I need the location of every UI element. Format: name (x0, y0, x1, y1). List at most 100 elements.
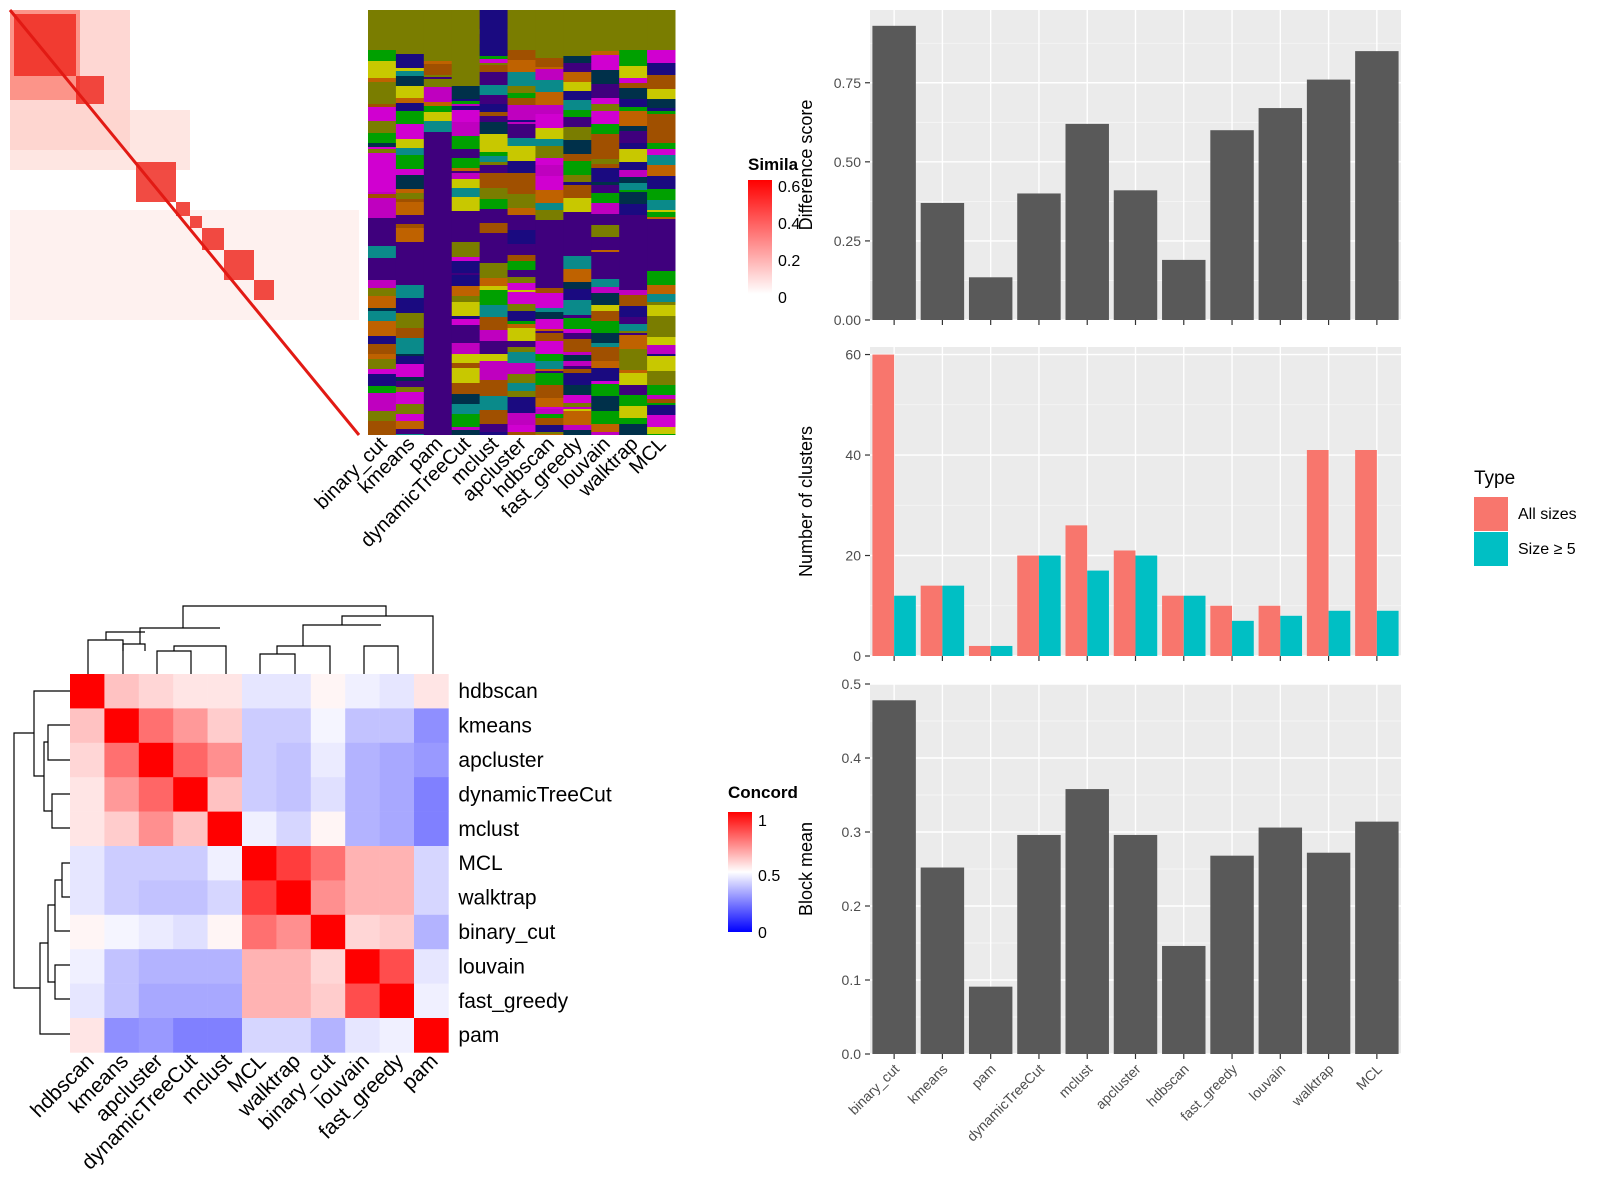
x-tick-label: walktrap (1288, 1061, 1337, 1110)
concordance-cell (276, 949, 312, 984)
concordance-row-label: mclust (458, 818, 519, 841)
y-tick-label: 0.2 (842, 898, 862, 914)
membership-cell (647, 155, 676, 165)
membership-cell (395, 224, 425, 228)
concordance-cell (276, 880, 312, 916)
membership-cell (368, 107, 397, 121)
membership-cell (451, 61, 481, 71)
membership-cell (591, 396, 620, 411)
concordance-cell (379, 674, 415, 709)
similarity-block (176, 202, 190, 216)
membership-cell (563, 366, 592, 369)
membership-cell (647, 254, 676, 268)
membership-cell (647, 399, 676, 403)
concordance-cell (104, 742, 140, 778)
membership-cell (591, 279, 620, 287)
y-tick-label: 40 (845, 447, 861, 463)
membership-cell (591, 164, 620, 168)
membership-cell (563, 407, 592, 409)
membership-cell (535, 220, 564, 232)
membership-cell (395, 338, 425, 342)
membership-cell (451, 101, 481, 104)
membership-cell (535, 24, 564, 39)
x-tick-label: pam (968, 1061, 999, 1092)
y-tick-label: 0.4 (842, 750, 862, 766)
concordance-cell (345, 777, 380, 812)
membership-cell (507, 255, 536, 261)
membership-cell (647, 316, 676, 331)
membership-cell (591, 42, 620, 51)
membership-cell (507, 86, 536, 93)
membership-cell (395, 290, 425, 298)
membership-cell (591, 221, 620, 225)
bar-panel: 0 20 40 60 Number of clusters (796, 347, 1401, 664)
membership-cell (619, 241, 648, 248)
membership-cell (619, 230, 648, 241)
membership-cell (368, 192, 397, 194)
concordance-row-label: fast_greedy (458, 990, 568, 1013)
membership-cell (507, 324, 536, 328)
membership-cell (591, 243, 620, 250)
concordance-cell (173, 846, 208, 881)
membership-cell (395, 328, 425, 338)
concordance-cell (138, 914, 174, 950)
membership-cell (423, 400, 453, 408)
membership-cell (619, 331, 648, 333)
membership-cell (591, 384, 620, 396)
concordance-cell (345, 742, 380, 778)
concordance-cell (70, 846, 105, 881)
membership-cell (507, 194, 536, 206)
membership-cell (479, 148, 509, 152)
y-tick-label: 0.0 (842, 1046, 862, 1062)
membership-cell (423, 67, 453, 75)
membership-cell (479, 361, 509, 376)
membership-cell (591, 104, 620, 111)
x-tick-label: louvain (1246, 1061, 1289, 1104)
concordance-cell (345, 914, 380, 950)
membership-cell (423, 189, 453, 201)
y-tick-label: 0.75 (834, 75, 861, 91)
concordance-cell (310, 1018, 346, 1053)
y-tick-label: 0 (853, 648, 861, 664)
concordance-cell (138, 983, 174, 1019)
membership-cell (479, 134, 509, 148)
concordance-cell (138, 880, 174, 916)
concordance-cell (70, 1018, 105, 1053)
membership-cell (647, 89, 676, 99)
membership-cell (591, 237, 620, 243)
membership-cell (423, 254, 453, 263)
membership-cell (535, 243, 564, 245)
concordance-cell (379, 742, 415, 778)
membership-cell (451, 136, 481, 149)
membership-cell (395, 285, 425, 290)
concordance-cell (138, 949, 174, 984)
similarity-tick: 0.6 (778, 179, 800, 196)
membership-cell (395, 421, 425, 429)
concordance-tick: 0.5 (758, 868, 780, 885)
membership-cell (479, 233, 509, 242)
concordance-cell (379, 777, 415, 812)
membership-cell (479, 250, 509, 252)
membership-cell (368, 61, 397, 75)
membership-cell (563, 46, 592, 56)
type-legend: Type All sizes Size ≥ 5 (1474, 468, 1577, 566)
concordance-cell (207, 880, 243, 916)
membership-cell (395, 414, 425, 421)
membership-cell (479, 165, 509, 173)
membership-cell (535, 264, 564, 270)
membership-cell (423, 203, 453, 206)
membership-cell (423, 141, 453, 154)
x-tick-label: binary_cut (845, 1061, 902, 1118)
membership-cell (423, 300, 453, 309)
bar (1355, 51, 1399, 321)
bar (1210, 130, 1254, 320)
membership-cell (368, 296, 397, 308)
membership-cell (647, 403, 676, 405)
concordance-cell (345, 1018, 380, 1053)
membership-cell (451, 197, 481, 211)
concordance-cell (138, 742, 174, 778)
membership-cell (479, 152, 509, 156)
membership-cell (647, 356, 676, 371)
membership-cell (619, 111, 648, 126)
bar (1306, 450, 1329, 656)
